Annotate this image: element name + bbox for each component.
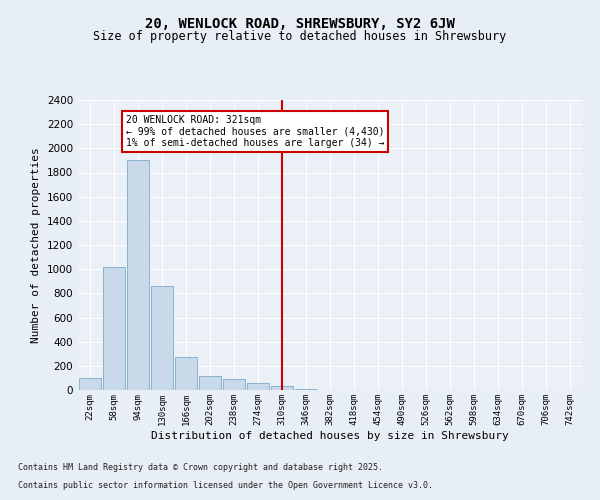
Bar xyxy=(175,358,197,390)
Bar xyxy=(247,383,269,390)
Y-axis label: Number of detached properties: Number of detached properties xyxy=(31,147,41,343)
Bar xyxy=(295,389,317,390)
Bar xyxy=(103,267,125,390)
Text: Contains public sector information licensed under the Open Government Licence v3: Contains public sector information licen… xyxy=(18,481,433,490)
Bar xyxy=(223,379,245,390)
Text: 20 WENLOCK ROAD: 321sqm
← 99% of detached houses are smaller (4,430)
1% of semi-: 20 WENLOCK ROAD: 321sqm ← 99% of detache… xyxy=(126,114,385,148)
Text: 20, WENLOCK ROAD, SHREWSBURY, SY2 6JW: 20, WENLOCK ROAD, SHREWSBURY, SY2 6JW xyxy=(145,18,455,32)
Bar xyxy=(79,378,101,390)
Text: Contains HM Land Registry data © Crown copyright and database right 2025.: Contains HM Land Registry data © Crown c… xyxy=(18,464,383,472)
Bar xyxy=(151,286,173,390)
Bar xyxy=(271,386,293,390)
Bar xyxy=(199,376,221,390)
Text: Size of property relative to detached houses in Shrewsbury: Size of property relative to detached ho… xyxy=(94,30,506,43)
X-axis label: Distribution of detached houses by size in Shrewsbury: Distribution of detached houses by size … xyxy=(151,430,509,440)
Bar xyxy=(127,160,149,390)
